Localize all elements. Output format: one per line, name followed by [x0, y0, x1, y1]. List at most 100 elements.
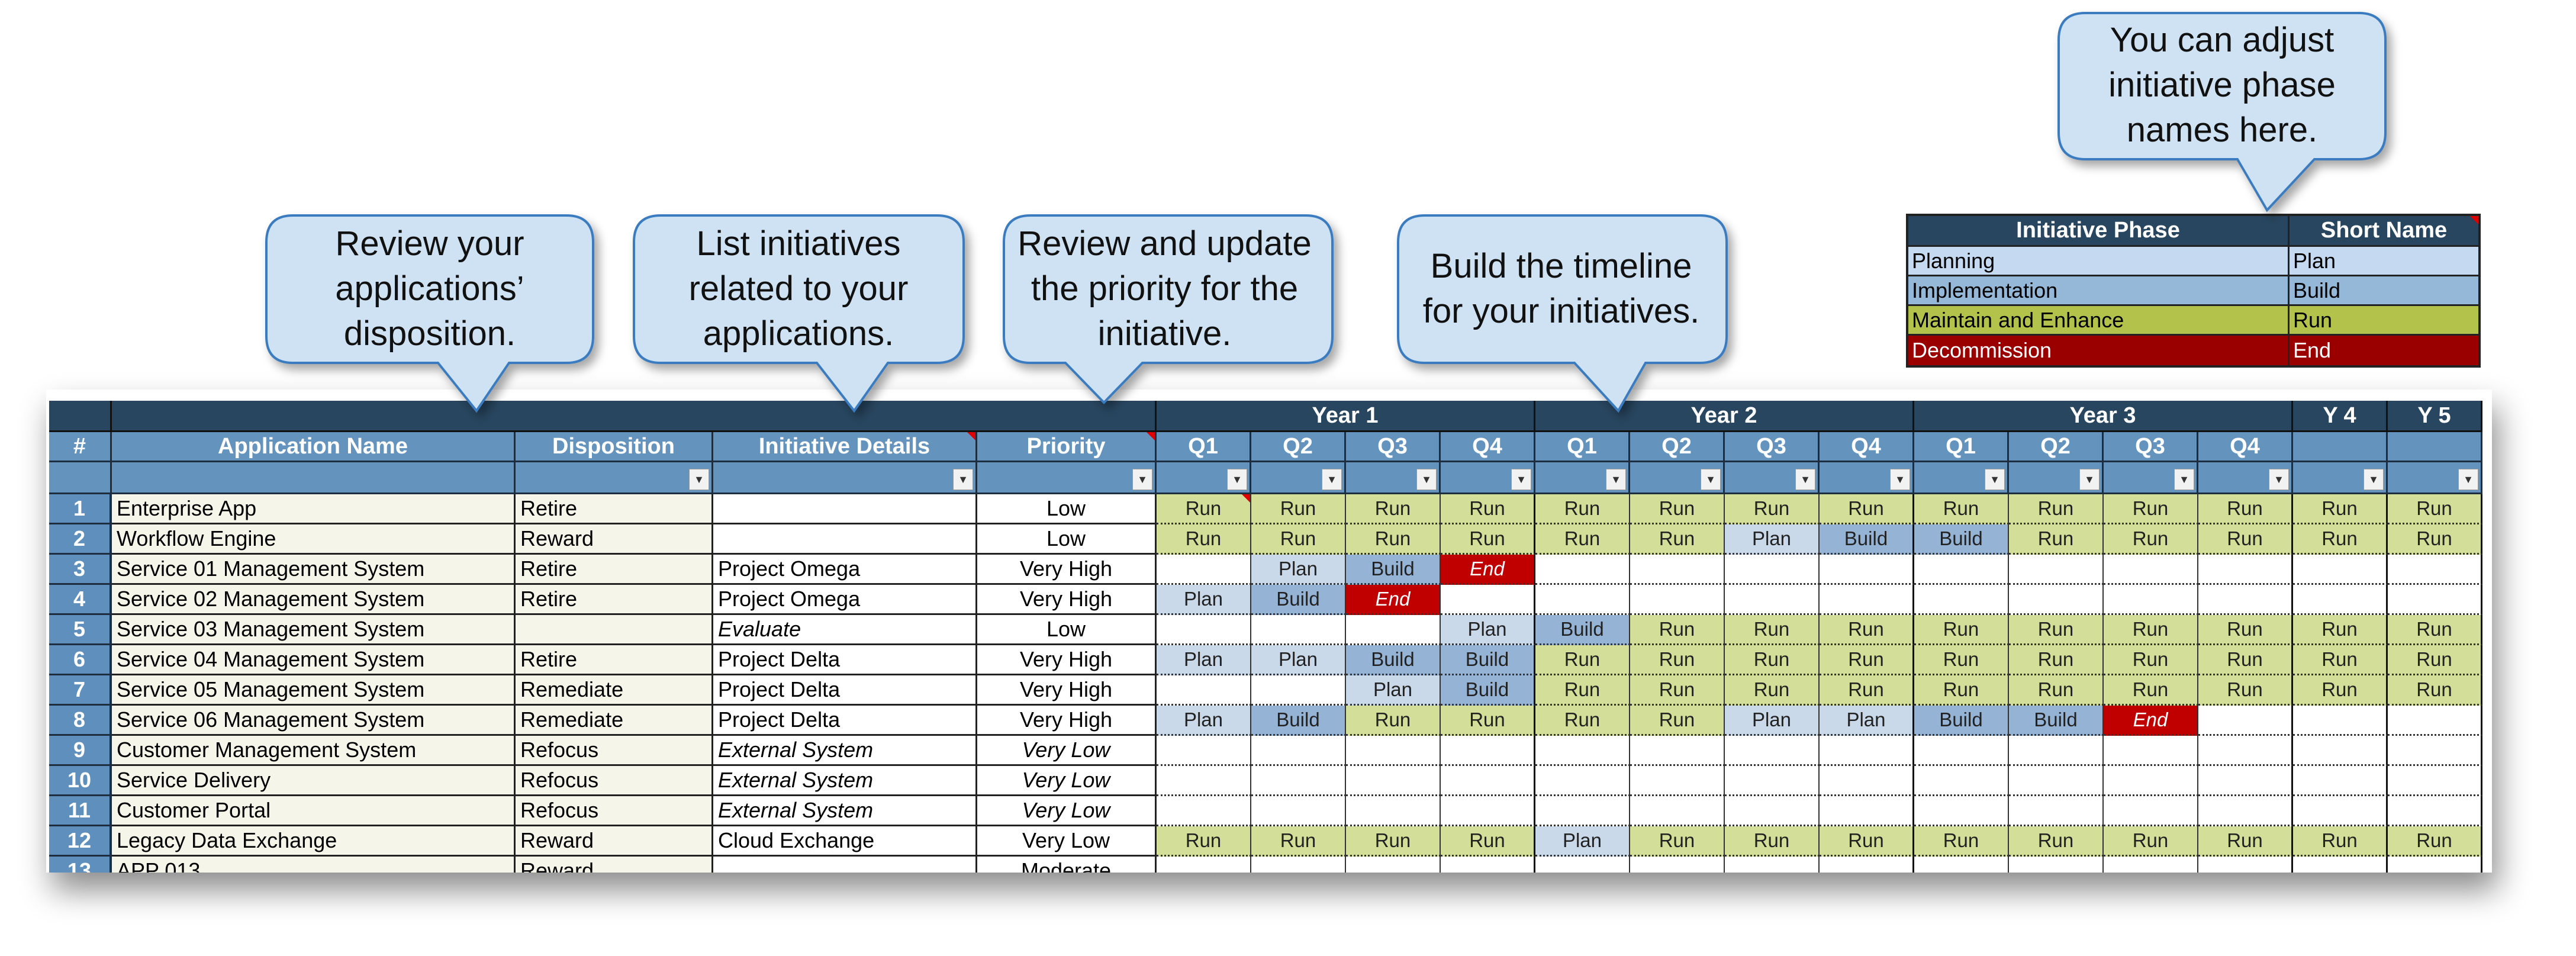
- application-name-cell[interactable]: APP 013: [112, 857, 516, 873]
- timeline-cell[interactable]: [1251, 675, 1346, 706]
- initiative-details-cell[interactable]: External System: [713, 766, 977, 796]
- timeline-cell[interactable]: [2388, 736, 2482, 766]
- timeline-cell[interactable]: [2293, 706, 2388, 736]
- timeline-cell[interactable]: [2293, 585, 2388, 615]
- timeline-cell[interactable]: [1914, 736, 2009, 766]
- filter-dropdown-icon[interactable]: ▼: [1606, 469, 1626, 490]
- disposition-cell[interactable]: [516, 615, 713, 645]
- timeline-cell[interactable]: Run: [1820, 494, 1914, 524]
- timeline-cell[interactable]: [2293, 857, 2388, 873]
- filter-cell[interactable]: ▼: [2104, 462, 2198, 494]
- disposition-cell[interactable]: Reward: [516, 857, 713, 873]
- timeline-cell[interactable]: Build: [1346, 555, 1441, 585]
- filter-dropdown-icon[interactable]: ▼: [1511, 469, 1531, 490]
- timeline-cell[interactable]: Run: [2198, 645, 2293, 675]
- legend-phase-name[interactable]: Planning: [1908, 247, 2290, 276]
- timeline-cell[interactable]: [1914, 796, 2009, 826]
- timeline-cell[interactable]: Run: [2009, 615, 2104, 645]
- timeline-cell[interactable]: Plan: [1725, 524, 1820, 555]
- quarter-header[interactable]: Q3: [2104, 432, 2198, 462]
- initiative-details-cell[interactable]: Project Delta: [713, 645, 977, 675]
- timeline-cell[interactable]: [2009, 796, 2104, 826]
- timeline-cell[interactable]: Plan: [1346, 675, 1441, 706]
- timeline-cell[interactable]: [1251, 736, 1346, 766]
- priority-cell[interactable]: Very Low: [977, 766, 1157, 796]
- filter-cell[interactable]: ▼: [713, 462, 977, 494]
- timeline-cell[interactable]: Run: [1725, 826, 1820, 857]
- comment-indicator-icon[interactable]: [2470, 216, 2478, 224]
- application-name-cell[interactable]: Service Delivery: [112, 766, 516, 796]
- timeline-cell[interactable]: [2198, 796, 2293, 826]
- priority-cell[interactable]: Very High: [977, 585, 1157, 615]
- initiative-details-cell[interactable]: [713, 494, 977, 524]
- filter-dropdown-icon[interactable]: ▼: [2174, 469, 2194, 490]
- timeline-cell[interactable]: Run: [1725, 494, 1820, 524]
- timeline-cell[interactable]: Run: [2388, 524, 2482, 555]
- filter-cell[interactable]: ▼: [2198, 462, 2293, 494]
- timeline-cell[interactable]: [1441, 585, 1535, 615]
- timeline-cell[interactable]: [2388, 796, 2482, 826]
- timeline-cell[interactable]: Run: [1725, 615, 1820, 645]
- timeline-cell[interactable]: [2293, 766, 2388, 796]
- priority-cell[interactable]: Very High: [977, 555, 1157, 585]
- filter-cell[interactable]: ▼: [977, 462, 1157, 494]
- timeline-cell[interactable]: [2198, 857, 2293, 873]
- timeline-cell[interactable]: Plan: [1157, 706, 1251, 736]
- timeline-cell[interactable]: Run: [1914, 615, 2009, 645]
- disposition-cell[interactable]: Reward: [516, 524, 713, 555]
- quarter-header[interactable]: Q1: [1157, 432, 1251, 462]
- timeline-cell[interactable]: Run: [2198, 615, 2293, 645]
- timeline-cell[interactable]: [1535, 736, 1630, 766]
- timeline-cell[interactable]: Run: [2104, 494, 2198, 524]
- timeline-cell[interactable]: Run: [1441, 494, 1535, 524]
- timeline-cell[interactable]: Run: [1157, 494, 1251, 524]
- timeline-cell[interactable]: [1820, 585, 1914, 615]
- disposition-cell[interactable]: Retire: [516, 585, 713, 615]
- disposition-cell[interactable]: Remediate: [516, 675, 713, 706]
- timeline-cell[interactable]: [2293, 736, 2388, 766]
- timeline-cell[interactable]: Plan: [1157, 645, 1251, 675]
- timeline-cell[interactable]: Plan: [1441, 615, 1535, 645]
- timeline-cell[interactable]: Build: [1251, 706, 1346, 736]
- comment-indicator-icon[interactable]: [1242, 494, 1250, 503]
- timeline-cell[interactable]: Run: [2009, 826, 2104, 857]
- timeline-cell[interactable]: [1157, 766, 1251, 796]
- filter-cell[interactable]: ▼: [2009, 462, 2104, 494]
- timeline-cell[interactable]: Build: [1820, 524, 1914, 555]
- timeline-cell[interactable]: [2009, 555, 2104, 585]
- timeline-cell[interactable]: Build: [1441, 675, 1535, 706]
- timeline-cell[interactable]: [1820, 555, 1914, 585]
- comment-indicator-icon[interactable]: [967, 432, 975, 440]
- initiative-details-cell[interactable]: Cloud Exchange: [713, 826, 977, 857]
- priority-cell[interactable]: Low: [977, 615, 1157, 645]
- timeline-cell[interactable]: Run: [1251, 826, 1346, 857]
- initiative-details-cell[interactable]: Project Delta: [713, 706, 977, 736]
- timeline-cell[interactable]: Build: [1535, 615, 1630, 645]
- timeline-cell[interactable]: [1157, 736, 1251, 766]
- timeline-cell[interactable]: [1630, 736, 1725, 766]
- quarter-header[interactable]: Q4: [1441, 432, 1535, 462]
- timeline-cell[interactable]: Build: [1251, 585, 1346, 615]
- timeline-cell[interactable]: Run: [2198, 675, 2293, 706]
- filter-cell[interactable]: ▼: [2388, 462, 2482, 494]
- disposition-cell[interactable]: Remediate: [516, 706, 713, 736]
- column-header-application-name[interactable]: Application Name: [112, 432, 516, 462]
- filter-dropdown-icon[interactable]: ▼: [1890, 469, 1910, 490]
- timeline-cell[interactable]: [1630, 585, 1725, 615]
- timeline-cell[interactable]: [1157, 857, 1251, 873]
- timeline-cell[interactable]: [1820, 766, 1914, 796]
- legend-short-name[interactable]: Plan: [2290, 247, 2478, 276]
- timeline-cell[interactable]: [1251, 857, 1346, 873]
- column-header-initiative-details[interactable]: Initiative Details: [713, 432, 977, 462]
- timeline-cell[interactable]: [1914, 585, 2009, 615]
- initiative-details-cell[interactable]: Project Omega: [713, 555, 977, 585]
- timeline-cell[interactable]: [2388, 706, 2482, 736]
- timeline-cell[interactable]: [1914, 857, 2009, 873]
- timeline-cell[interactable]: Run: [2104, 675, 2198, 706]
- filter-cell[interactable]: ▼: [1251, 462, 1346, 494]
- timeline-cell[interactable]: [1725, 585, 1820, 615]
- filter-dropdown-icon[interactable]: ▼: [1795, 469, 1815, 490]
- timeline-cell[interactable]: [1535, 766, 1630, 796]
- timeline-cell[interactable]: Run: [2009, 494, 2104, 524]
- priority-cell[interactable]: Very High: [977, 645, 1157, 675]
